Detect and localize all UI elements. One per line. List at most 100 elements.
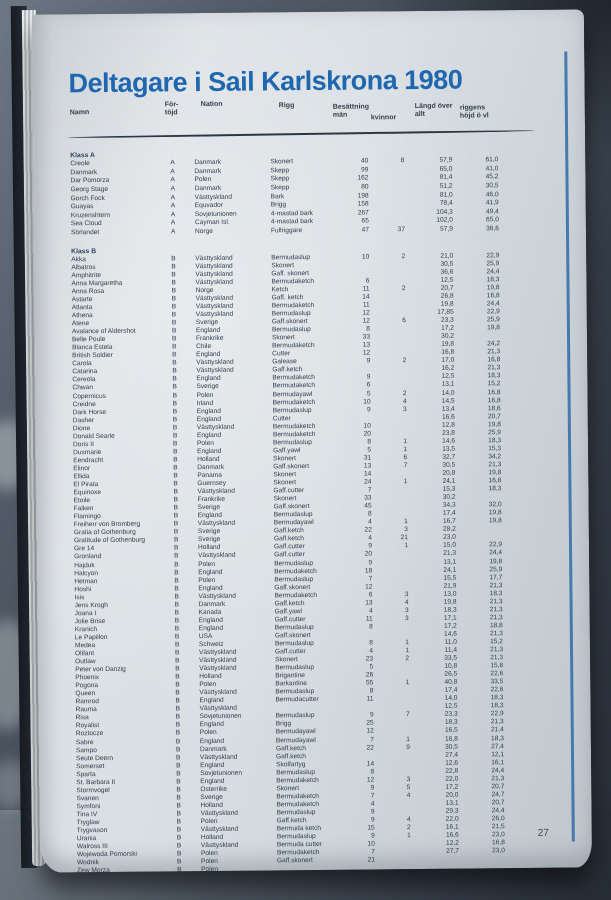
cell-fortojd: A xyxy=(170,185,176,193)
cell-fortojd: B xyxy=(176,826,182,834)
column-header-riggens-hojd: riggens höjd ö vl xyxy=(459,104,489,120)
cell-kvinnor xyxy=(369,209,405,218)
cell-kvinnor xyxy=(368,174,404,183)
cell-man: 198 xyxy=(357,192,369,200)
cell-fortojd: B xyxy=(173,544,179,552)
cell-fortojd: A xyxy=(170,159,175,167)
header-divider-rule xyxy=(67,129,536,139)
magazine-page: Deltagare i Sail Karlskrona 1980 Namn Fö… xyxy=(31,9,593,875)
cell-man: 80 xyxy=(361,183,369,191)
cell-fortojd: B xyxy=(173,528,179,536)
cell-fortojd: B xyxy=(172,383,177,391)
cell-fortojd: B xyxy=(171,311,177,319)
cell-hojd: 36,6 xyxy=(486,225,500,233)
cell-man: 162 xyxy=(357,174,369,182)
cell-kvinnor: 37 xyxy=(397,226,406,234)
cell-fortojd: B xyxy=(172,407,178,415)
cell-fortojd: B xyxy=(172,432,178,440)
cell-fortojd: B xyxy=(175,681,180,689)
cell-fortojd: B xyxy=(173,512,179,520)
cell-fortojd: B xyxy=(176,761,181,769)
page-number: 27 xyxy=(537,827,549,839)
cell-kvinnor xyxy=(369,217,405,226)
cell-fortojd: B xyxy=(172,343,177,351)
cell-fortojd: B xyxy=(173,488,178,496)
cell-fortojd: B xyxy=(171,335,177,343)
cell-kvinnor xyxy=(368,166,404,175)
cell-man xyxy=(343,865,375,873)
cell-nation: Norge xyxy=(194,227,213,236)
cell-fortojd: B xyxy=(171,271,176,279)
cell-fortojd: B xyxy=(173,504,179,512)
cell-fortojd: B xyxy=(173,464,178,472)
cell-fortojd: B xyxy=(173,472,178,480)
column-header-namn: Namn xyxy=(69,108,90,117)
cell-fortojd: B xyxy=(176,778,181,786)
cell-fortojd: B xyxy=(174,584,179,592)
cell-fortojd: B xyxy=(176,794,181,802)
column-header-besattning-man: Besättning män xyxy=(332,103,370,119)
cell-fortojd: B xyxy=(171,287,176,295)
cell-fortojd: B xyxy=(175,697,180,705)
table-section: Klass B Akka B Västtyskland Bermudaslup 10 2 21… xyxy=(71,243,547,875)
column-header-rigg: Rigg xyxy=(278,102,295,110)
cell-fortojd: B xyxy=(176,818,182,826)
cell-fortojd: A xyxy=(170,193,176,201)
cell-fortojd: B xyxy=(172,399,178,407)
cell-fortojd: B xyxy=(176,842,182,850)
cell-namn: Sörlandet xyxy=(70,228,100,237)
cell-langd: 57,9 xyxy=(440,225,454,233)
cell-fortojd: B xyxy=(172,367,177,375)
cell-man: 40 xyxy=(360,157,369,165)
cell-kvinnor xyxy=(375,864,411,872)
cell-fortojd: B xyxy=(174,576,179,584)
cell-fortojd: B xyxy=(173,520,179,528)
page-title: Deltagare i Sail Karlskrona 1980 xyxy=(68,64,463,99)
cell-fortojd: B xyxy=(175,745,181,753)
cell-fortojd: B xyxy=(175,665,180,673)
cell-fortojd: B xyxy=(175,753,181,761)
cell-fortojd: B xyxy=(173,448,178,456)
cell-fortojd: B xyxy=(172,375,177,383)
cell-fortojd: B xyxy=(172,415,178,423)
cell-man: 158 xyxy=(357,200,369,208)
cell-rigg xyxy=(277,865,343,874)
cell-fortojd: B xyxy=(175,737,181,745)
cell-kvinnor xyxy=(369,200,405,209)
cell-fortojd: B xyxy=(173,536,179,544)
cell-fortojd: B xyxy=(171,279,176,287)
cell-fortojd: B xyxy=(175,689,180,697)
cell-fortojd: B xyxy=(171,319,177,327)
cell-fortojd: A xyxy=(170,168,175,176)
column-header-langd-over-allt: Längd över allt xyxy=(414,102,453,118)
cell-hojd xyxy=(459,863,505,871)
cell-fortojd: B xyxy=(174,633,180,641)
cell-fortojd: B xyxy=(175,657,180,665)
cell-fortojd: B xyxy=(176,802,181,810)
table-section: Klass A Creole A Danmark Skonert 40 8 57,9 61,0 D… xyxy=(70,148,541,238)
cell-fortojd: B xyxy=(176,810,182,818)
cell-fortojd: B xyxy=(176,769,181,778)
cell-fortojd: A xyxy=(170,176,175,184)
cell-fortojd: B xyxy=(171,263,176,271)
column-header-nation: Nation xyxy=(200,100,223,109)
cell-fortojd: B xyxy=(171,327,177,335)
cell-fortojd: B xyxy=(172,423,178,432)
cell-fortojd: B xyxy=(174,617,180,625)
cell-fortojd: B xyxy=(175,705,181,713)
cell-fortojd: B xyxy=(174,560,179,568)
cell-fortojd: B xyxy=(173,456,178,464)
cell-langd xyxy=(411,864,459,873)
cell-fortojd: B xyxy=(176,786,181,794)
cell-namn: Zew Morza xyxy=(77,867,110,875)
cell-rigg: Fullriggare xyxy=(270,227,303,235)
cell-fortojd: B xyxy=(172,359,177,367)
cell-kvinnor xyxy=(369,192,405,201)
column-header-kvinnor: kvinnor xyxy=(370,114,397,122)
cell-fortojd: B xyxy=(171,303,177,311)
cell-fortojd: A xyxy=(170,228,176,236)
cell-fortojd: B xyxy=(174,601,180,609)
cell-fortojd: B xyxy=(173,496,178,504)
cell-fortojd: B xyxy=(175,721,181,729)
right-margin-rule xyxy=(564,51,575,842)
